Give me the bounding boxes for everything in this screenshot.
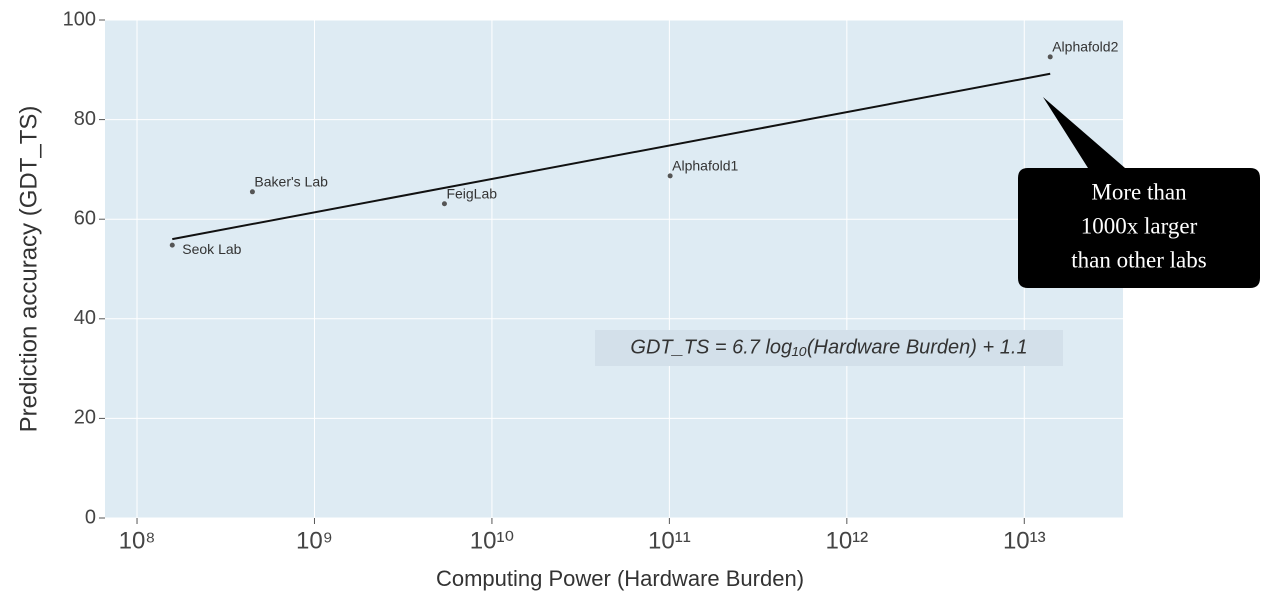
x-tick-label: 10⁸ — [119, 527, 156, 554]
point-label: Alphafold1 — [672, 158, 738, 174]
y-tick-label: 20 — [74, 407, 96, 429]
point — [169, 242, 175, 248]
y-tick-label: 80 — [74, 108, 96, 130]
point — [441, 201, 447, 207]
fit-line — [172, 72, 1051, 241]
x-tick-label: 10¹⁰ — [470, 527, 514, 554]
point — [1047, 54, 1053, 60]
x-tick-label: 10¹³ — [1003, 527, 1046, 554]
x-tick-label: 10¹² — [825, 527, 868, 554]
y-tick-label: 40 — [74, 307, 96, 329]
y-tick-label: 100 — [63, 8, 96, 30]
y-axis-label: Prediction accuracy (GDT_TS) — [15, 106, 42, 433]
point — [249, 189, 255, 195]
plot-area — [105, 20, 1123, 518]
callout-text: More than — [1091, 179, 1187, 204]
point-label: Alphafold2 — [1052, 39, 1118, 55]
y-tick-label: 60 — [74, 207, 96, 229]
y-tick-label: 0 — [85, 506, 96, 528]
callout-box — [1018, 97, 1260, 288]
equation-box — [595, 330, 1063, 366]
x-axis-label: Computing Power (Hardware Burden) — [436, 566, 804, 591]
callout-text: 1000x larger — [1081, 213, 1198, 238]
point — [667, 173, 673, 179]
point-label: Baker's Lab — [254, 174, 328, 190]
point-label: Seok Lab — [182, 241, 241, 257]
x-tick-label: 10⁹ — [296, 527, 333, 554]
equation: GDT_TS = 6.7 log₁₀(Hardware Burden) + 1.… — [630, 336, 1027, 358]
point-label: FeigLab — [446, 185, 497, 201]
callout-text: than other labs — [1071, 247, 1206, 272]
x-tick-label: 10¹¹ — [648, 527, 691, 554]
